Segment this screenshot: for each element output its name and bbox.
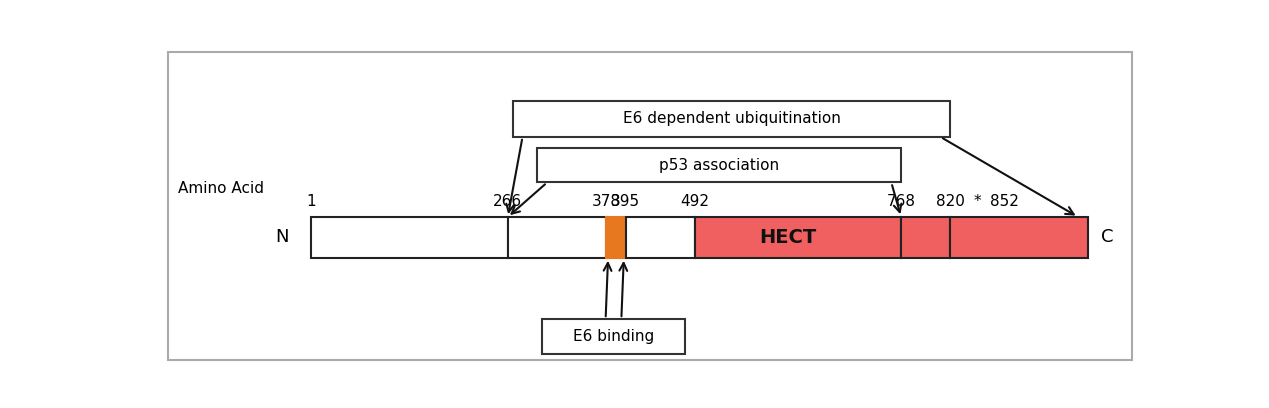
Text: 266: 266 [494, 194, 523, 209]
Text: *: * [973, 194, 981, 209]
Text: 378: 378 [591, 194, 621, 209]
Bar [901, 217, 950, 258]
Bar [950, 217, 1088, 258]
Text: C: C [1101, 228, 1114, 246]
Bar [508, 217, 607, 258]
Bar [626, 217, 694, 258]
Text: p53 association: p53 association [659, 158, 779, 173]
Text: Amino Acid: Amino Acid [178, 181, 264, 196]
Bar [607, 217, 626, 258]
Bar [694, 217, 901, 258]
Text: 395: 395 [612, 194, 641, 209]
Text: HECT: HECT [759, 228, 817, 247]
Text: 492: 492 [680, 194, 709, 209]
Text: N: N [275, 228, 288, 246]
Text: 768: 768 [887, 194, 916, 209]
Bar [542, 319, 685, 354]
Text: E6 binding: E6 binding [572, 329, 654, 344]
Bar [513, 101, 950, 137]
Bar [311, 217, 508, 258]
Text: 820: 820 [935, 194, 964, 209]
Text: 852: 852 [990, 194, 1019, 209]
Text: E6 dependent ubiquitination: E6 dependent ubiquitination [623, 111, 840, 126]
Bar [537, 148, 901, 182]
Text: 1: 1 [306, 194, 316, 209]
